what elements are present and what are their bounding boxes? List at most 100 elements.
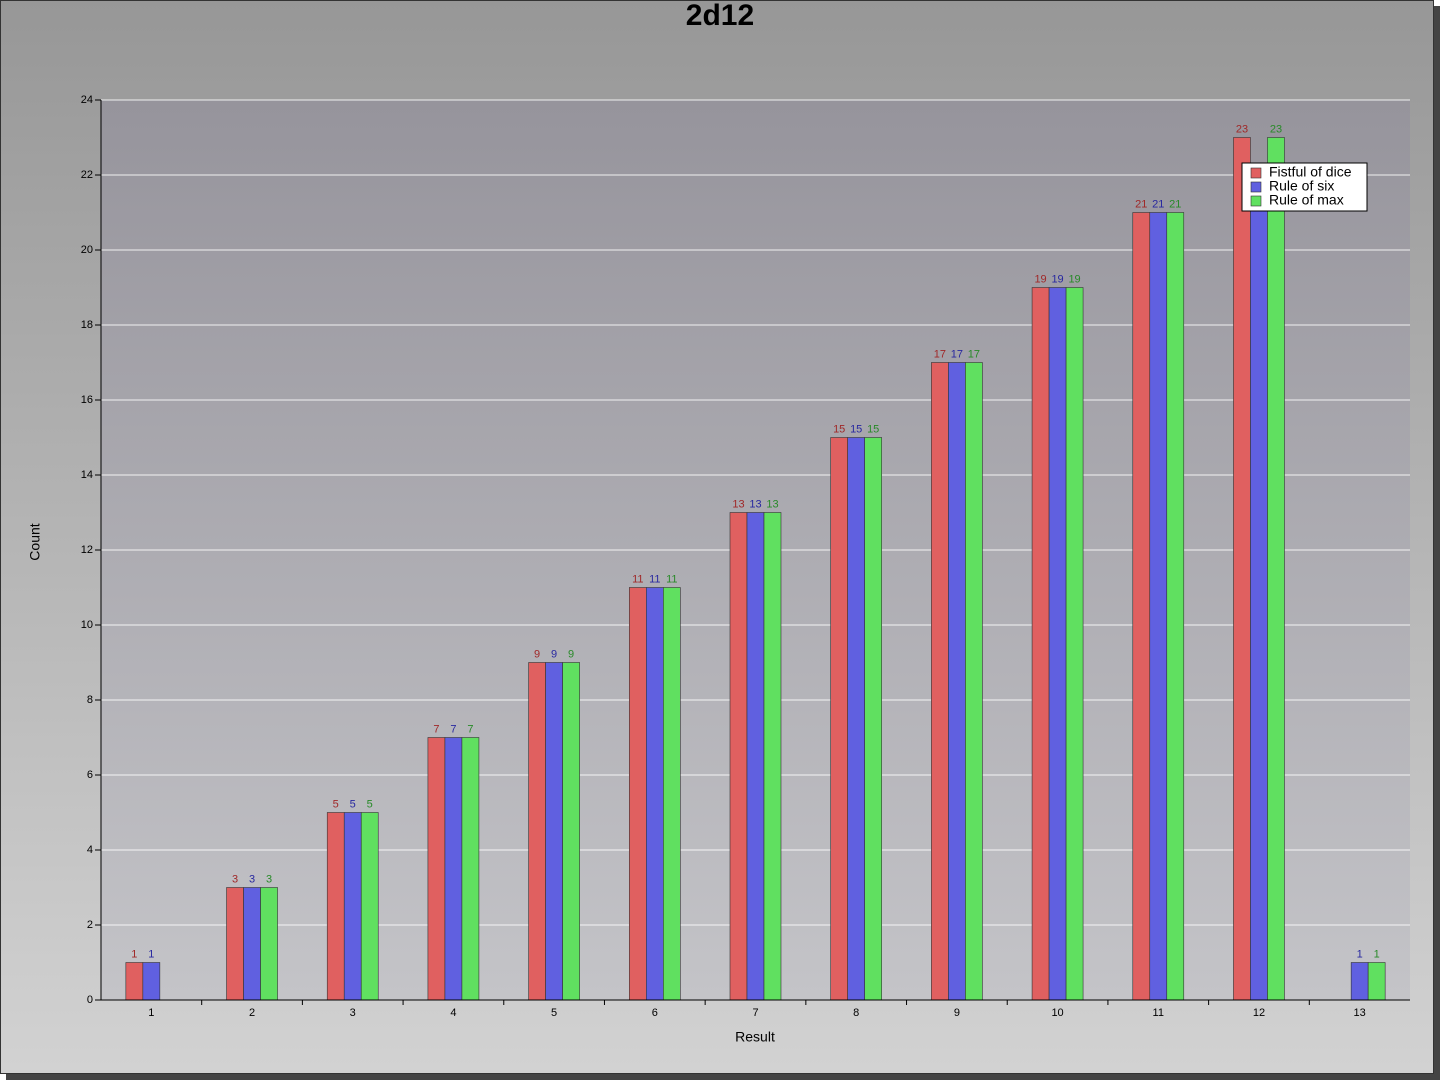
value-label: 11 <box>649 573 660 585</box>
bar <box>243 887 261 1001</box>
bar <box>1267 137 1285 1001</box>
y-tick-label: 14 <box>81 469 93 481</box>
value-label: 3 <box>232 873 238 885</box>
bar <box>965 362 983 1001</box>
chart-title: 2d12 <box>686 0 754 32</box>
bar <box>461 737 480 1001</box>
bar <box>1149 212 1168 1001</box>
value-label: 15 <box>833 423 845 435</box>
x-tick-label: 9 <box>954 1007 960 1019</box>
bar <box>1048 287 1067 1001</box>
y-tick-label: 6 <box>87 769 93 781</box>
bar <box>763 512 782 1001</box>
value-label: 13 <box>732 498 744 510</box>
bar <box>931 362 949 1001</box>
bar <box>1367 962 1386 1001</box>
x-tick-label: 8 <box>853 1007 859 1019</box>
bar <box>864 437 882 1001</box>
value-label: 9 <box>551 648 557 660</box>
value-label: 11 <box>666 573 677 585</box>
legend-label: Rule of max <box>1269 192 1344 208</box>
y-tick-label: 12 <box>81 544 93 556</box>
bar <box>125 962 144 1001</box>
bar <box>260 887 278 1001</box>
y-tick-label: 8 <box>87 694 93 706</box>
bar <box>326 812 345 1001</box>
bar <box>562 662 580 1001</box>
bar <box>427 737 446 1001</box>
bar <box>1166 212 1185 1001</box>
x-tick-label: 1 <box>148 1007 154 1019</box>
bar <box>528 662 546 1001</box>
value-label: 23 <box>1270 123 1282 135</box>
bar <box>142 962 161 1001</box>
value-label: 13 <box>766 498 778 510</box>
bar <box>746 512 765 1001</box>
x-tick-label: 10 <box>1051 1007 1063 1019</box>
value-label: 21 <box>1135 198 1147 210</box>
x-tick-label: 5 <box>551 1007 557 1019</box>
bar <box>663 587 681 1001</box>
value-label: 19 <box>1068 273 1080 285</box>
value-label: 9 <box>534 648 540 660</box>
value-label: 19 <box>1051 273 1063 285</box>
x-tick-label: 2 <box>249 1007 255 1019</box>
bar <box>1065 287 1084 1001</box>
x-tick-label: 13 <box>1354 1007 1366 1019</box>
y-tick-label: 2 <box>87 919 93 931</box>
bar <box>1350 962 1369 1001</box>
x-tick-label: 12 <box>1253 1007 1265 1019</box>
value-label: 13 <box>749 498 761 510</box>
value-label: 11 <box>632 573 643 585</box>
bar <box>1031 287 1050 1001</box>
value-label: 15 <box>850 423 862 435</box>
value-label: 7 <box>433 723 439 735</box>
y-tick-label: 16 <box>81 394 93 406</box>
value-label: 1 <box>1374 948 1380 960</box>
x-tick-label: 6 <box>652 1007 658 1019</box>
y-axis-label: Count <box>27 523 43 560</box>
legend-label: Rule of six <box>1269 178 1334 194</box>
bar <box>729 512 748 1001</box>
value-label: 1 <box>148 948 154 960</box>
bar <box>444 737 463 1001</box>
x-tick-label: 4 <box>450 1007 456 1019</box>
value-label: 7 <box>450 723 456 735</box>
value-label: 7 <box>467 723 473 735</box>
bar <box>830 437 848 1001</box>
value-label: 3 <box>266 873 272 885</box>
bar <box>1132 212 1151 1001</box>
bar <box>1233 137 1251 1001</box>
legend-swatch <box>1250 181 1262 193</box>
bar <box>948 362 966 1001</box>
value-label: 15 <box>867 423 879 435</box>
value-label: 21 <box>1152 198 1164 210</box>
bar <box>360 812 379 1001</box>
y-tick-label: 10 <box>81 619 93 631</box>
value-label: 19 <box>1034 273 1046 285</box>
bar <box>343 812 362 1001</box>
x-tick-label: 3 <box>350 1007 356 1019</box>
y-tick-label: 20 <box>81 244 93 256</box>
value-label: 17 <box>968 348 980 360</box>
bar <box>847 437 865 1001</box>
legend-label: Fistful of dice <box>1269 164 1352 180</box>
value-label: 9 <box>568 648 574 660</box>
value-label: 5 <box>333 798 339 810</box>
bar <box>629 587 647 1001</box>
value-label: 21 <box>1169 198 1181 210</box>
value-label: 1 <box>131 948 137 960</box>
bar <box>226 887 244 1001</box>
legend-box <box>1241 162 1368 212</box>
x-axis-label: Result <box>735 1029 775 1045</box>
legend-swatch <box>1250 167 1262 179</box>
y-tick-label: 22 <box>81 169 93 181</box>
value-label: 1 <box>1357 948 1363 960</box>
y-tick-label: 0 <box>87 994 93 1006</box>
bar <box>545 662 563 1001</box>
value-label: 17 <box>951 348 963 360</box>
